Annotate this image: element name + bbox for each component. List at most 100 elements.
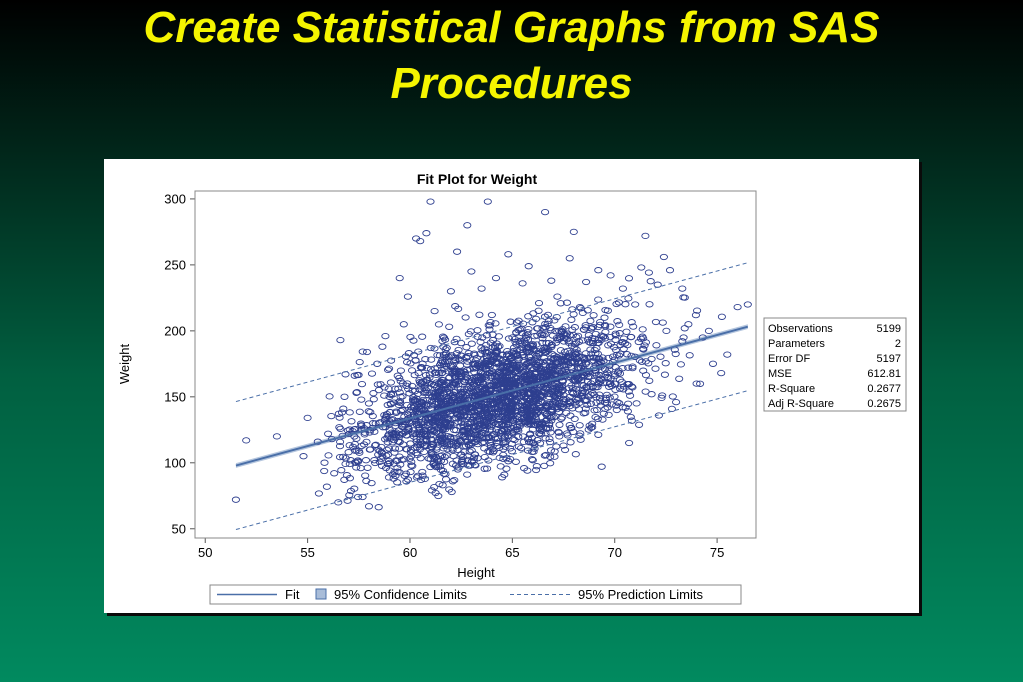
data-point bbox=[410, 352, 419, 359]
data-point bbox=[660, 371, 669, 378]
data-point bbox=[583, 401, 592, 409]
data-point bbox=[598, 416, 607, 423]
data-point bbox=[466, 328, 475, 335]
data-point bbox=[336, 425, 345, 433]
data-point bbox=[378, 453, 387, 460]
data-point bbox=[554, 398, 563, 405]
data-point bbox=[547, 277, 556, 284]
data-point bbox=[411, 407, 421, 414]
data-point bbox=[627, 319, 636, 326]
data-point bbox=[441, 419, 450, 426]
data-point bbox=[336, 336, 345, 344]
data-point bbox=[401, 353, 410, 360]
data-point bbox=[401, 428, 410, 435]
data-point bbox=[554, 428, 563, 436]
data-point bbox=[600, 314, 609, 321]
data-point bbox=[624, 400, 633, 407]
data-point bbox=[553, 404, 562, 411]
data-point bbox=[395, 389, 404, 396]
data-point bbox=[487, 368, 496, 375]
data-point bbox=[501, 376, 510, 383]
data-point bbox=[566, 439, 575, 446]
data-point bbox=[324, 452, 333, 459]
fit-statistics-table: Observations 5199 Parameters 2 Error DF 5197 M… bbox=[763, 317, 907, 412]
data-point bbox=[404, 424, 413, 431]
data-point bbox=[470, 392, 479, 400]
data-point bbox=[680, 294, 689, 301]
x-axis-label: Height bbox=[457, 565, 495, 580]
data-point bbox=[473, 440, 482, 448]
y-tick-label: 200 bbox=[164, 323, 186, 338]
data-point bbox=[553, 356, 562, 363]
fit-stat-label: Parameters bbox=[768, 338, 825, 350]
data-point bbox=[416, 455, 425, 462]
data-point bbox=[492, 350, 501, 357]
data-point bbox=[541, 430, 550, 437]
data-point bbox=[371, 459, 380, 467]
data-point bbox=[503, 424, 512, 431]
data-point bbox=[438, 369, 447, 376]
data-point bbox=[411, 387, 420, 395]
data-point bbox=[562, 359, 571, 366]
data-point bbox=[434, 492, 443, 500]
data-point bbox=[444, 353, 453, 360]
data-point bbox=[632, 400, 641, 407]
data-point bbox=[524, 363, 533, 370]
data-point bbox=[685, 352, 694, 359]
data-point bbox=[448, 478, 457, 485]
data-point bbox=[624, 275, 634, 282]
data-point bbox=[438, 333, 448, 340]
data-point bbox=[350, 440, 359, 448]
x-tick-label: 75 bbox=[710, 545, 724, 560]
data-point bbox=[499, 451, 508, 459]
data-point bbox=[470, 377, 479, 384]
data-point bbox=[514, 317, 523, 324]
data-point bbox=[367, 370, 377, 377]
data-point bbox=[429, 417, 438, 424]
data-point bbox=[364, 408, 373, 415]
data-point bbox=[586, 424, 596, 431]
data-point bbox=[521, 332, 530, 339]
data-point bbox=[383, 366, 393, 374]
data-point bbox=[395, 445, 404, 452]
data-point bbox=[463, 425, 472, 433]
data-point bbox=[231, 496, 240, 503]
data-point bbox=[343, 497, 352, 504]
data-point bbox=[396, 377, 405, 385]
data-point bbox=[626, 413, 635, 421]
data-point bbox=[357, 396, 366, 403]
data-point bbox=[419, 389, 428, 396]
data-point bbox=[679, 334, 688, 341]
data-point bbox=[665, 267, 675, 274]
data-point bbox=[563, 400, 572, 407]
data-point bbox=[571, 451, 580, 458]
data-point bbox=[581, 322, 590, 329]
data-point bbox=[543, 370, 552, 377]
data-point bbox=[416, 237, 425, 245]
data-point bbox=[366, 408, 375, 416]
data-point bbox=[369, 396, 378, 403]
data-point bbox=[512, 319, 521, 326]
data-point bbox=[704, 327, 713, 335]
data-point bbox=[628, 364, 637, 372]
data-point bbox=[404, 385, 413, 393]
data-point bbox=[325, 393, 334, 400]
data-point bbox=[384, 385, 393, 392]
data-point bbox=[477, 431, 486, 438]
data-point bbox=[533, 325, 542, 332]
data-point bbox=[423, 389, 432, 397]
data-point bbox=[396, 407, 405, 415]
data-point bbox=[337, 467, 346, 474]
data-point bbox=[611, 386, 620, 393]
data-point bbox=[477, 376, 486, 384]
data-point bbox=[646, 278, 655, 285]
data-point bbox=[502, 351, 512, 359]
data-point bbox=[365, 446, 374, 453]
data-point bbox=[362, 348, 372, 356]
data-point bbox=[552, 443, 561, 450]
data-point bbox=[611, 346, 620, 354]
data-point bbox=[452, 335, 461, 343]
data-point bbox=[637, 264, 646, 271]
data-point bbox=[373, 381, 382, 388]
data-point bbox=[743, 301, 752, 308]
